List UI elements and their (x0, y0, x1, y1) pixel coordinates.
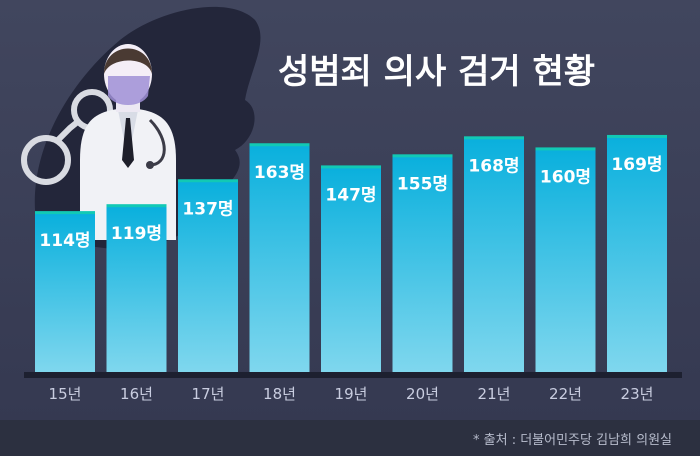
value-label: 147명 (325, 185, 376, 205)
x-tick-label: 21년 (478, 385, 511, 403)
value-label: 168명 (468, 156, 519, 176)
x-tick-label: 16년 (120, 385, 153, 403)
value-label: 163명 (254, 163, 305, 183)
doctor-icon (80, 44, 176, 240)
bar-15년 (35, 214, 95, 372)
bar-17년 (178, 182, 238, 372)
bar-cap (607, 134, 667, 139)
bar-16년 (106, 207, 167, 372)
x-tick-label: 23년 (621, 385, 654, 403)
source-note: * 출처 : 더불어민주당 김남희 의원실 (473, 433, 672, 448)
footer-band (0, 420, 700, 456)
bar-21년 (464, 139, 524, 372)
bar-23년 (607, 137, 667, 372)
x-tick-label: 19년 (335, 385, 368, 403)
chart-title: 성범죄 의사 검거 현황 (278, 52, 596, 92)
bar-cap (535, 147, 596, 152)
bar-19년 (321, 168, 381, 372)
bars-group (35, 134, 667, 372)
bar-cap (392, 154, 453, 159)
bar-18년 (249, 146, 310, 372)
value-label: 137명 (182, 199, 233, 219)
x-tick-label: 17년 (192, 385, 225, 403)
bar-cap (249, 143, 310, 148)
value-labels-group: 114명 119명 137명 163명 147명 155명 168명 160명 169명 (39, 155, 662, 251)
bar-cap (464, 136, 524, 141)
value-label: 169명 (611, 155, 662, 175)
value-label: 155명 (397, 174, 448, 194)
bar-20년 (392, 157, 453, 372)
bar-cap (106, 204, 167, 209)
x-axis-baseline (24, 372, 682, 378)
tick-labels-group: 15년 16년 17년 18년 19년 20년 21년 22년 23년 (49, 385, 654, 403)
bar-22년 (535, 150, 596, 372)
x-tick-label: 18년 (263, 385, 296, 403)
value-label: 119명 (111, 224, 162, 244)
x-tick-label: 22년 (549, 385, 582, 403)
x-tick-label: 20년 (406, 385, 439, 403)
value-label: 114명 (39, 231, 90, 251)
value-label: 160명 (540, 167, 591, 187)
bar-cap (35, 211, 95, 216)
bar-cap (321, 165, 381, 170)
bar-cap (178, 179, 238, 184)
x-tick-label: 15년 (49, 385, 82, 403)
